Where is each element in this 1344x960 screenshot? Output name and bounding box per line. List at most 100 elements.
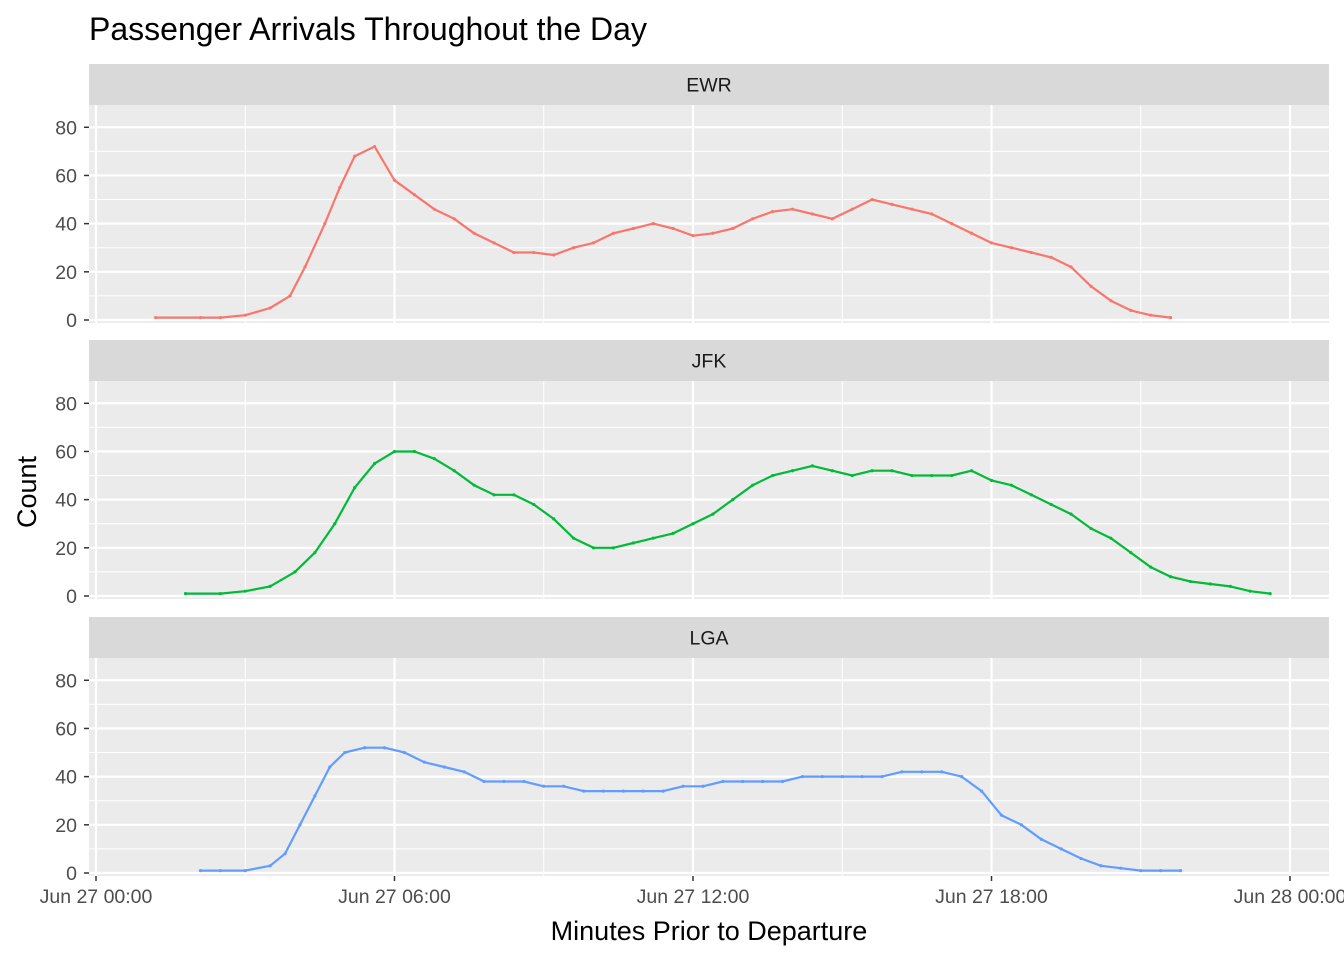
data-point-lga bbox=[1039, 837, 1043, 841]
data-point-jfk bbox=[870, 469, 874, 473]
data-point-jfk bbox=[671, 531, 675, 535]
x-tick-label: Jun 27 12:00 bbox=[637, 886, 750, 908]
y-axis-title: Count bbox=[12, 455, 42, 528]
data-point-ewr bbox=[1049, 255, 1053, 259]
data-point-jfk bbox=[591, 546, 596, 550]
y-tick-label: 0 bbox=[66, 863, 77, 885]
data-point-jfk bbox=[268, 584, 272, 588]
data-point-ewr bbox=[651, 222, 655, 226]
data-point-lga bbox=[1079, 856, 1083, 861]
data-point-jfk bbox=[552, 517, 556, 521]
data-point-jfk bbox=[218, 591, 222, 596]
y-tick-label: 0 bbox=[66, 586, 77, 608]
data-point-jfk bbox=[412, 449, 416, 454]
data-point-ewr bbox=[930, 212, 934, 216]
data-point-lga bbox=[462, 770, 466, 774]
data-point-jfk bbox=[432, 457, 436, 461]
y-tick-label: 60 bbox=[55, 165, 77, 187]
data-point-ewr bbox=[268, 306, 272, 310]
data-point-lga bbox=[880, 775, 884, 779]
data-point-jfk bbox=[333, 522, 337, 526]
data-point-ewr bbox=[810, 212, 815, 216]
data-point-ewr bbox=[412, 193, 416, 197]
data-point-lga bbox=[1059, 847, 1063, 851]
data-point-jfk bbox=[183, 591, 188, 596]
data-point-jfk bbox=[611, 546, 616, 550]
data-point-jfk bbox=[1109, 536, 1113, 540]
strip-jfk bbox=[89, 340, 1329, 381]
data-point-lga bbox=[721, 779, 725, 784]
data-point-lga bbox=[701, 784, 705, 788]
data-point-jfk bbox=[392, 449, 397, 454]
data-point-ewr bbox=[452, 217, 456, 221]
data-point-lga bbox=[1119, 866, 1123, 870]
y-tick-label: 40 bbox=[55, 767, 77, 789]
data-point-jfk bbox=[910, 473, 914, 478]
data-point-lga bbox=[979, 789, 984, 793]
data-point-jfk bbox=[472, 483, 476, 487]
data-point-jfk bbox=[1069, 512, 1073, 516]
y-tick-label: 40 bbox=[55, 490, 77, 512]
data-point-lga bbox=[900, 770, 904, 774]
y-tick-label: 20 bbox=[55, 538, 77, 560]
data-point-ewr bbox=[512, 250, 516, 255]
data-point-jfk bbox=[1149, 565, 1153, 569]
data-point-lga bbox=[1159, 868, 1163, 873]
data-point-jfk bbox=[293, 570, 297, 574]
data-point-ewr bbox=[1149, 313, 1153, 317]
data-point-lga bbox=[661, 789, 665, 793]
data-point-ewr bbox=[218, 315, 222, 320]
y-tick-label: 80 bbox=[55, 670, 77, 692]
data-point-ewr bbox=[1089, 284, 1093, 288]
data-point-lga bbox=[820, 775, 824, 779]
y-tick-label: 0 bbox=[66, 310, 77, 332]
data-point-jfk bbox=[651, 536, 655, 540]
data-point-jfk bbox=[751, 483, 755, 487]
data-point-ewr bbox=[1009, 246, 1014, 250]
data-point-lga bbox=[800, 775, 805, 779]
data-point-lga bbox=[1178, 868, 1183, 873]
data-point-lga bbox=[283, 852, 287, 856]
data-point-lga bbox=[940, 770, 944, 774]
y-tick-label: 80 bbox=[55, 393, 77, 415]
data-point-jfk bbox=[631, 541, 635, 545]
data-point-jfk bbox=[532, 502, 536, 507]
data-point-ewr bbox=[338, 185, 342, 190]
data-point-jfk bbox=[373, 461, 377, 466]
data-point-ewr bbox=[1169, 315, 1173, 320]
data-point-jfk bbox=[1248, 589, 1252, 593]
y-tick-label: 60 bbox=[55, 718, 77, 740]
data-point-ewr bbox=[432, 207, 436, 211]
data-point-lga bbox=[522, 779, 526, 784]
data-point-jfk bbox=[890, 469, 894, 473]
data-point-ewr bbox=[323, 222, 327, 226]
x-tick-label: Jun 27 00:00 bbox=[40, 886, 153, 908]
data-point-ewr bbox=[890, 202, 894, 206]
data-point-lga bbox=[761, 779, 765, 784]
data-point-ewr bbox=[970, 231, 974, 235]
data-point-ewr bbox=[950, 222, 954, 226]
x-tick-label: Jun 28 00:00 bbox=[1234, 886, 1344, 908]
data-point-jfk bbox=[691, 522, 695, 526]
data-point-jfk bbox=[830, 469, 834, 473]
chart-title: Passenger Arrivals Throughout the Day bbox=[89, 11, 647, 47]
data-point-lga bbox=[840, 775, 844, 779]
data-point-ewr bbox=[830, 217, 834, 221]
y-tick-label: 20 bbox=[55, 262, 77, 284]
data-point-lga bbox=[243, 868, 247, 873]
panel-background-jfk bbox=[89, 381, 1329, 599]
data-point-ewr bbox=[691, 234, 695, 238]
data-point-jfk bbox=[353, 485, 357, 490]
data-point-lga bbox=[343, 750, 347, 755]
data-point-ewr bbox=[353, 154, 357, 158]
data-point-lga bbox=[860, 775, 864, 779]
data-point-jfk bbox=[492, 493, 496, 497]
data-point-lga bbox=[502, 779, 506, 784]
data-point-ewr bbox=[751, 217, 755, 221]
x-tick-label: Jun 27 06:00 bbox=[338, 886, 451, 908]
data-point-lga bbox=[581, 789, 586, 793]
data-point-jfk bbox=[313, 551, 317, 555]
data-point-lga bbox=[601, 789, 606, 793]
data-point-ewr bbox=[611, 231, 616, 235]
